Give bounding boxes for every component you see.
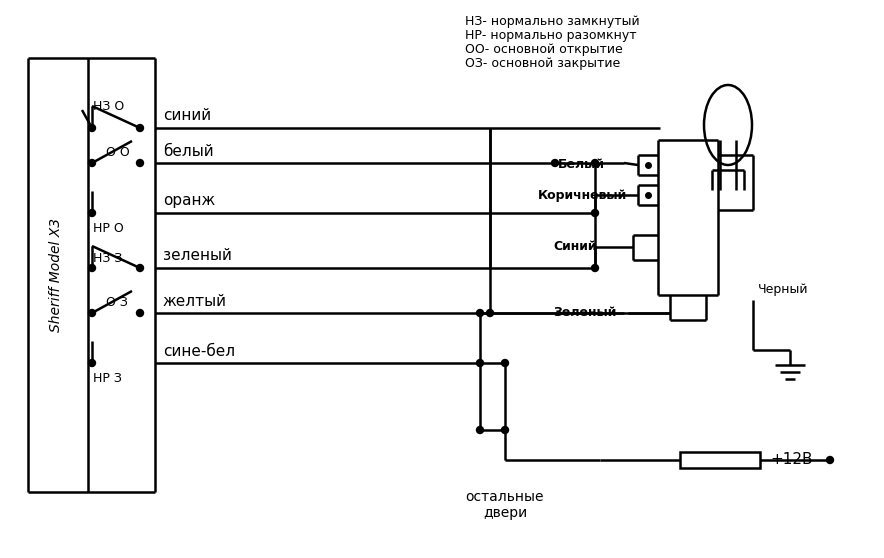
Circle shape [476,426,484,434]
Text: ОЗ- основной закрытие: ОЗ- основной закрытие [465,57,621,70]
Circle shape [591,264,598,272]
Circle shape [88,209,95,217]
Circle shape [476,310,484,316]
Circle shape [827,456,834,464]
Circle shape [501,359,508,367]
Text: Синий: Синий [553,240,597,253]
Text: ОО- основной открытие: ОО- основной открытие [465,44,622,56]
Circle shape [136,124,143,132]
Bar [680,452,760,468]
Text: +12В: +12В [770,453,812,468]
Text: оранж: оранж [163,194,215,209]
Circle shape [591,209,598,217]
Circle shape [136,310,143,316]
Circle shape [501,426,508,434]
Text: НЗ З: НЗ З [93,252,122,264]
Text: НР О: НР О [93,222,124,234]
Text: сине-бел: сине-бел [163,344,235,358]
Text: Черный: Черный [758,283,809,296]
Circle shape [88,124,95,132]
Text: О З: О З [106,296,128,309]
Text: НР З: НР З [93,372,122,384]
Text: Зеленый: Зеленый [553,306,616,320]
Circle shape [88,359,95,367]
Circle shape [88,264,95,272]
Text: зеленый: зеленый [163,248,232,263]
Circle shape [88,160,95,166]
Circle shape [136,160,143,166]
Circle shape [476,359,484,367]
Text: Коричневый: Коричневый [538,189,628,201]
Circle shape [136,264,143,272]
Text: синий: синий [163,108,211,123]
Circle shape [486,310,493,316]
Circle shape [552,160,559,166]
Text: О О: О О [106,146,130,158]
Text: НР- нормально разомкнут: НР- нормально разомкнут [465,30,636,42]
Text: Sheriff Model X3: Sheriff Model X3 [49,218,63,332]
Text: НЗ О: НЗ О [93,99,125,113]
Circle shape [591,160,598,166]
Text: белый: белый [163,143,214,158]
Text: желтый: желтый [163,294,227,309]
Text: Белый: Белый [558,158,605,171]
Text: НЗ- нормально замкнутый: НЗ- нормально замкнутый [465,16,640,28]
Text: остальные
двери: остальные двери [466,490,545,520]
Circle shape [88,310,95,316]
